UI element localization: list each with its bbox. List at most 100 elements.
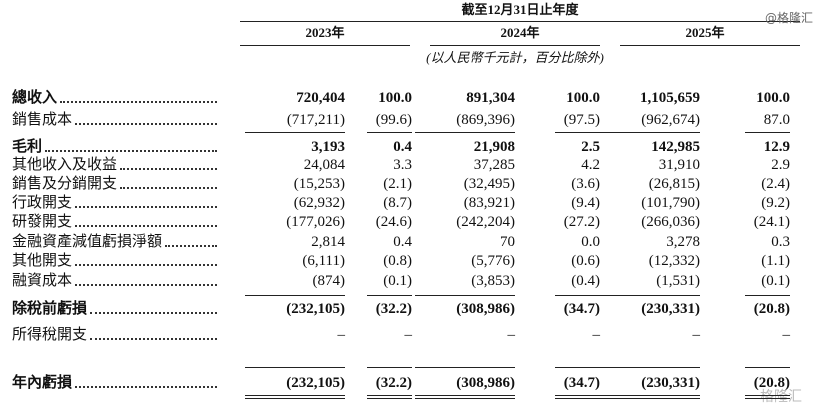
column-rule <box>245 367 345 368</box>
cell: 3.3 <box>393 157 412 173</box>
label-text: 年內虧損 <box>12 375 73 391</box>
cell: (177,026) <box>286 214 345 230</box>
row-label: 金融資產減值虧損淨額 <box>12 233 217 251</box>
cell: 0.4 <box>393 234 412 250</box>
cell: (32.2) <box>375 301 412 317</box>
label-text: 其他開支 <box>12 253 73 269</box>
cell: (230,331) <box>641 375 700 391</box>
leader <box>45 138 217 152</box>
cell: 0.4 <box>393 139 412 155</box>
cell: (9.4) <box>571 195 600 211</box>
year-rule <box>620 45 800 46</box>
cell: 100.0 <box>756 90 790 106</box>
column-rule <box>745 295 790 296</box>
row-label: 所得稅開支 <box>12 326 217 344</box>
cell: (97.5) <box>563 112 600 128</box>
cell: – <box>592 327 601 343</box>
cell: – <box>692 327 701 343</box>
leader <box>90 326 217 340</box>
column-rule <box>367 395 412 396</box>
cell: (308,986) <box>456 301 515 317</box>
column-rule <box>745 367 790 368</box>
column-rule <box>745 132 790 133</box>
cell: 100.0 <box>378 90 412 106</box>
cell: 142,985 <box>651 139 700 155</box>
year: 2024年 <box>500 25 540 40</box>
row-label: 其他收入及收益 <box>12 156 217 174</box>
column-rule <box>415 398 515 399</box>
column-rule <box>367 398 412 399</box>
label-text: 金融資產減值虧損淨額 <box>12 234 163 250</box>
cell: 2,814 <box>311 234 345 250</box>
cell: (266,036) <box>641 214 700 230</box>
leader <box>75 272 217 286</box>
column-rule <box>555 132 600 133</box>
label-text: 總收入 <box>12 90 58 106</box>
unit-note: (以人民幣千元計，百分比除外) <box>426 50 604 65</box>
row-label: 研發開支 <box>12 213 217 231</box>
column-rule <box>415 395 515 396</box>
row-label: 毛利 <box>12 138 217 156</box>
column-rule <box>415 132 515 133</box>
cell: (34.7) <box>563 375 600 391</box>
column-rule <box>245 132 345 133</box>
leader <box>75 213 217 227</box>
year: 2023年 <box>305 25 345 40</box>
cell: – <box>782 327 791 343</box>
cell: 1,105,659 <box>640 90 700 106</box>
column-rule <box>745 398 790 399</box>
leader <box>75 252 217 266</box>
cell: (32,495) <box>463 176 515 192</box>
cell: (34.7) <box>563 301 600 317</box>
year-rule <box>430 45 600 46</box>
cell: (3.6) <box>571 176 600 192</box>
cell: (32.2) <box>375 375 412 391</box>
cell: (869,396) <box>456 112 515 128</box>
cell: 100.0 <box>566 90 600 106</box>
cell: – <box>507 327 516 343</box>
cell: 0.0 <box>581 234 600 250</box>
cell: 4.2 <box>581 157 600 173</box>
cell: (8.7) <box>383 195 412 211</box>
row-label: 融資成本 <box>12 272 217 290</box>
cell: (20.8) <box>753 375 790 391</box>
column-rule <box>415 295 515 296</box>
cell: 24,084 <box>303 157 345 173</box>
column-rule <box>590 295 700 296</box>
cell: (2.4) <box>761 176 790 192</box>
column-rule <box>415 367 515 368</box>
cell: 3,278 <box>666 234 700 250</box>
cell: (232,105) <box>286 301 345 317</box>
cell: 2.5 <box>581 139 600 155</box>
cell: (9.2) <box>761 195 790 211</box>
header-rule <box>240 21 800 22</box>
label-text: 所得稅開支 <box>12 327 88 343</box>
row-label: 總收入 <box>12 89 217 107</box>
cell: (308,986) <box>456 375 515 391</box>
column-rule <box>555 367 600 368</box>
cell: (83,921) <box>463 195 515 211</box>
leader <box>75 111 217 125</box>
cell: (12,332) <box>648 253 700 269</box>
cell: 70 <box>500 234 515 250</box>
cell: (2.1) <box>383 176 412 192</box>
cell: – <box>337 327 346 343</box>
row-label: 銷售成本 <box>12 111 217 129</box>
label-text: 銷售成本 <box>12 112 73 128</box>
cell: 21,908 <box>473 139 515 155</box>
column-rule <box>245 395 345 396</box>
watermark: 格隆汇 <box>760 389 802 405</box>
column-rule <box>367 367 412 368</box>
column-rule <box>590 132 700 133</box>
leader <box>120 156 217 170</box>
cell: (0.6) <box>571 253 600 269</box>
leader <box>75 194 217 208</box>
label-text: 其他收入及收益 <box>12 157 118 173</box>
cell: (1,531) <box>656 273 700 289</box>
cell: (242,204) <box>456 214 515 230</box>
cell: (26,815) <box>648 176 700 192</box>
cell: 0.3 <box>771 234 790 250</box>
column-rule <box>590 398 700 399</box>
cell: (20.8) <box>753 301 790 317</box>
